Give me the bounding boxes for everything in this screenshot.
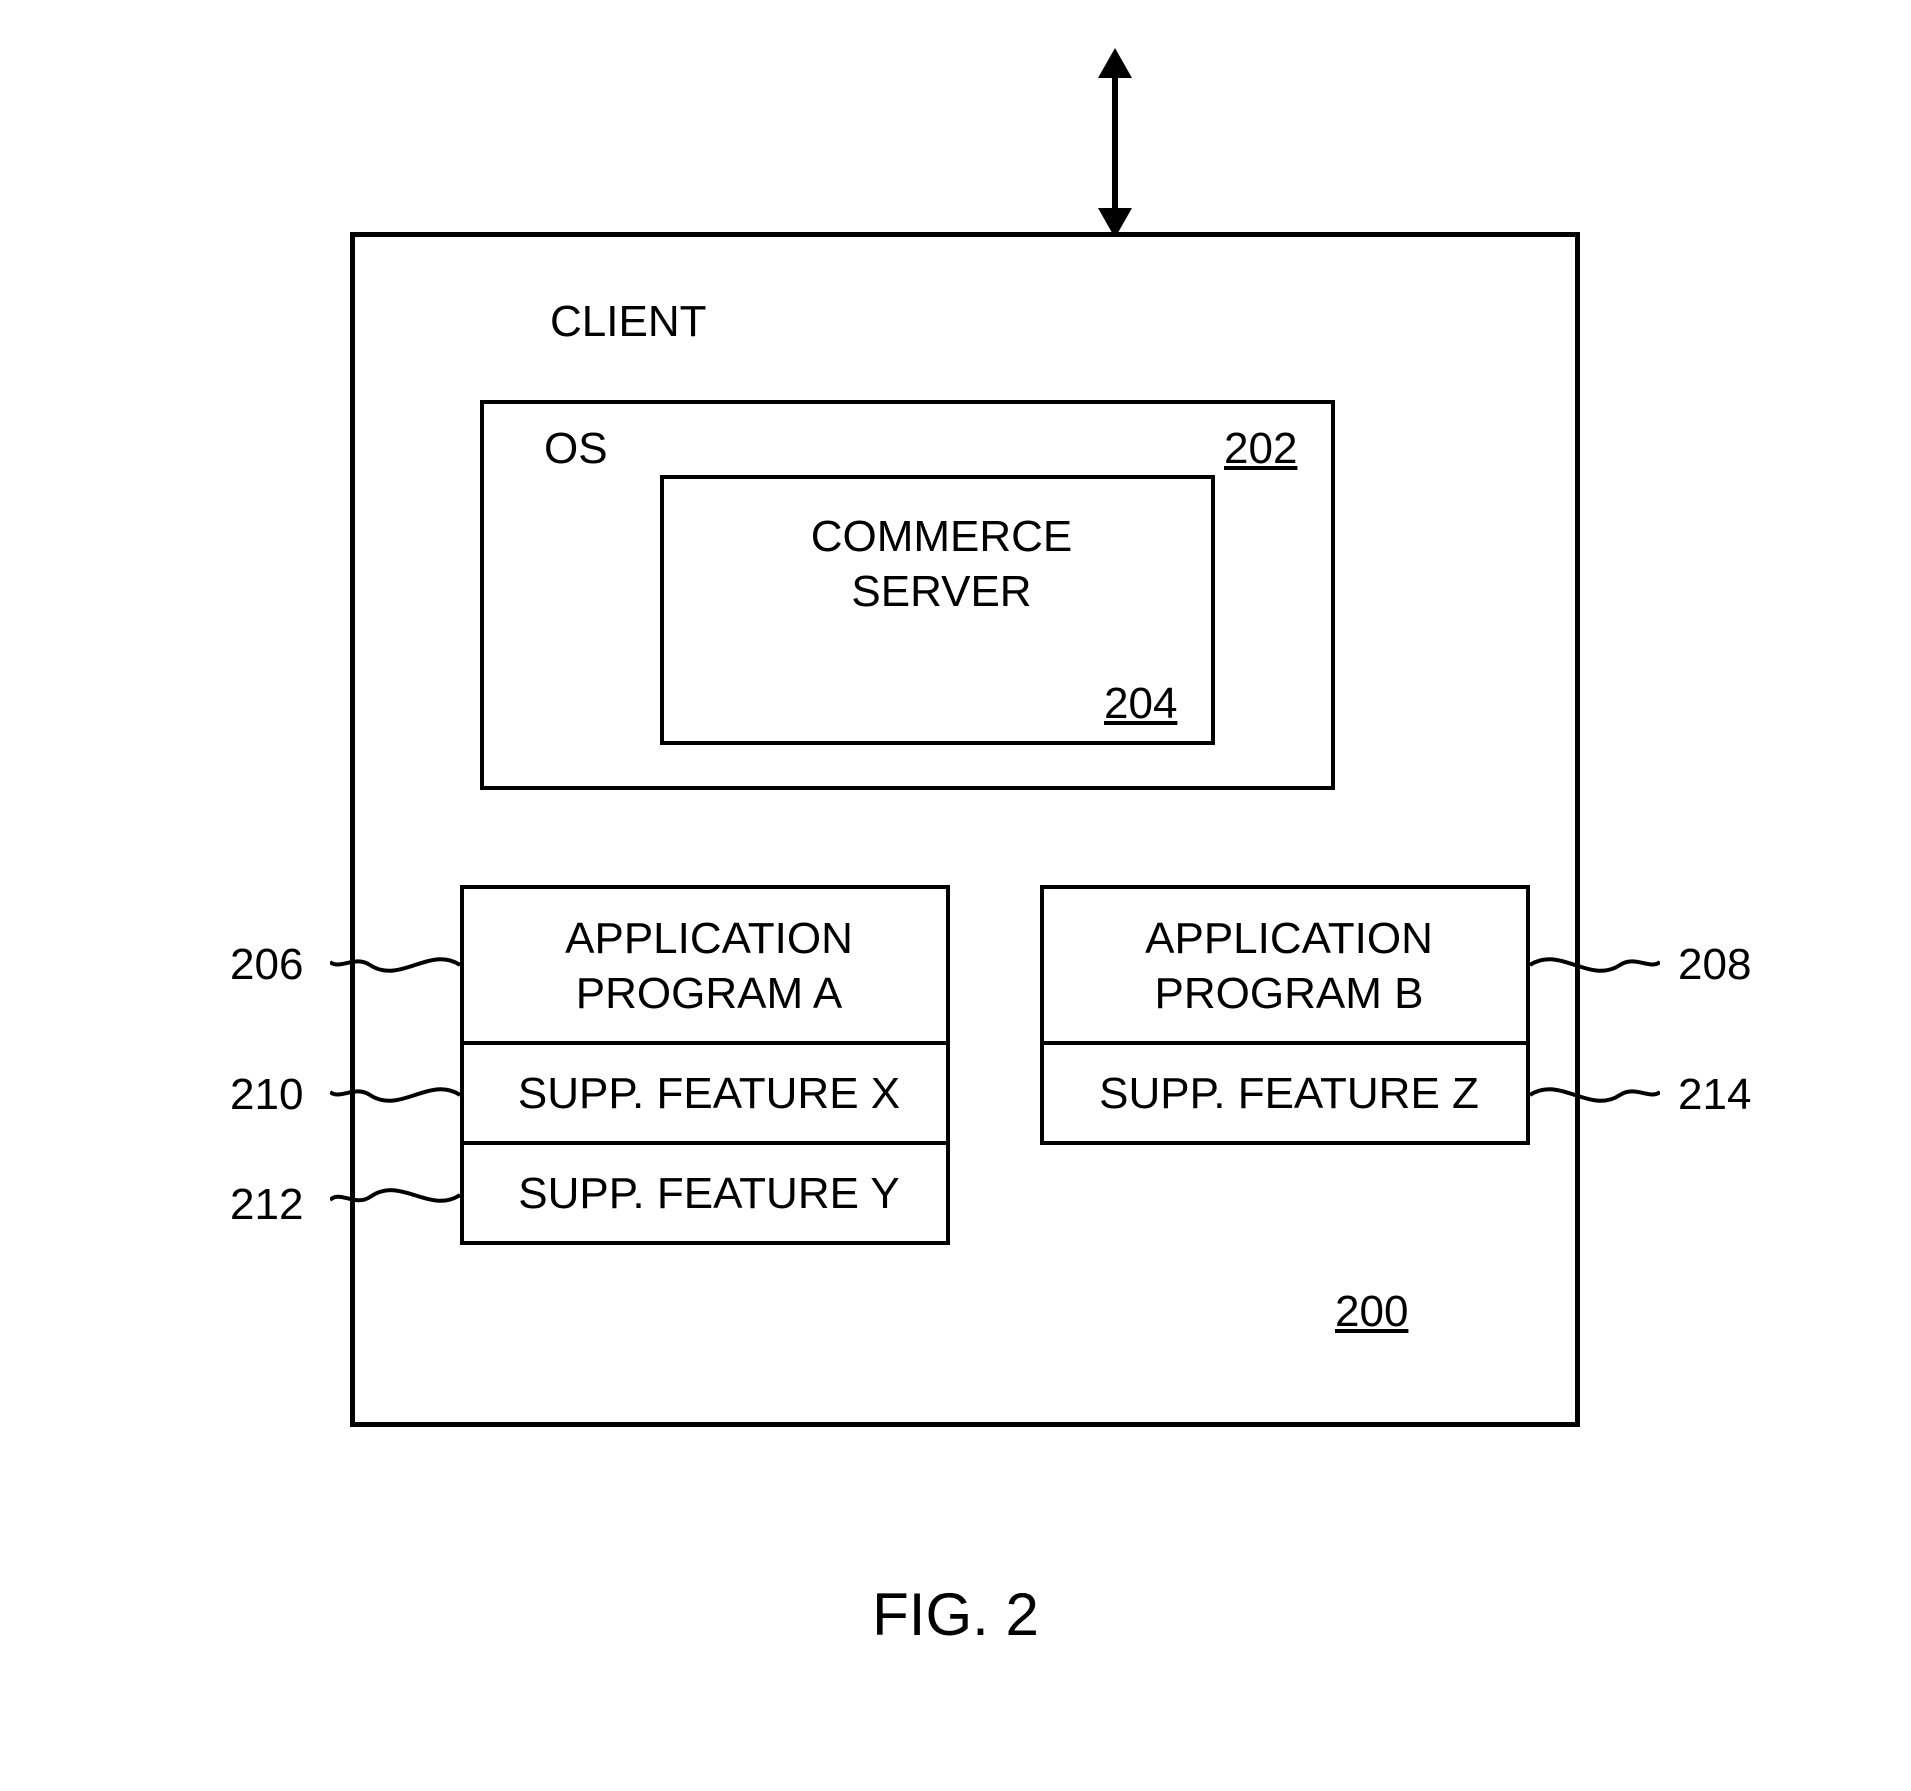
feature-x-label-text: SUPP. FEATURE X [518, 1069, 900, 1118]
lead-206 [330, 940, 460, 990]
figure-caption: FIG. 2 [0, 1580, 1911, 1649]
lead-214 [1530, 1070, 1660, 1120]
feature-z-box: SUPP. FEATURE Z [1040, 1045, 1530, 1145]
ref-210: 210 [230, 1070, 303, 1120]
figure-canvas: CLIENT 200 OS 202 COMMERCE SERVER 204 AP… [0, 0, 1911, 1791]
ref-214: 214 [1678, 1070, 1751, 1120]
ref-206: 206 [230, 940, 303, 990]
ref-212: 212 [230, 1180, 303, 1230]
ref-208: 208 [1678, 940, 1751, 990]
feature-y-label: SUPP. FEATURE Y [464, 1169, 954, 1219]
app-a-box: APPLICATION PROGRAM A [460, 885, 950, 1045]
bidirectional-arrow-icon [1080, 48, 1150, 238]
commerce-server-label-text: COMMERCE SERVER [811, 512, 1073, 616]
commerce-server-box: COMMERCE SERVER 204 [660, 475, 1215, 745]
feature-x-label: SUPP. FEATURE X [464, 1069, 954, 1119]
os-label: OS [544, 424, 608, 474]
app-b-box: APPLICATION PROGRAM B [1040, 885, 1530, 1045]
feature-z-label: SUPP. FEATURE Z [1044, 1069, 1534, 1119]
client-label: CLIENT [550, 297, 706, 347]
feature-z-label-text: SUPP. FEATURE Z [1099, 1069, 1479, 1118]
app-b-label-text: APPLICATION PROGRAM B [1145, 914, 1433, 1018]
os-ref: 202 [1224, 424, 1297, 474]
app-a-label-text: APPLICATION PROGRAM A [565, 914, 853, 1018]
commerce-server-label: COMMERCE SERVER [664, 509, 1219, 619]
app-b-label: APPLICATION PROGRAM B [1044, 911, 1534, 1021]
feature-y-box: SUPP. FEATURE Y [460, 1145, 950, 1245]
lead-212 [330, 1175, 460, 1225]
lead-210 [330, 1070, 460, 1120]
app-a-label: APPLICATION PROGRAM A [464, 911, 954, 1021]
lead-208 [1530, 940, 1660, 990]
client-ref: 200 [1335, 1287, 1408, 1337]
feature-x-box: SUPP. FEATURE X [460, 1045, 950, 1145]
feature-y-label-text: SUPP. FEATURE Y [518, 1169, 899, 1218]
commerce-server-ref: 204 [1104, 679, 1177, 729]
